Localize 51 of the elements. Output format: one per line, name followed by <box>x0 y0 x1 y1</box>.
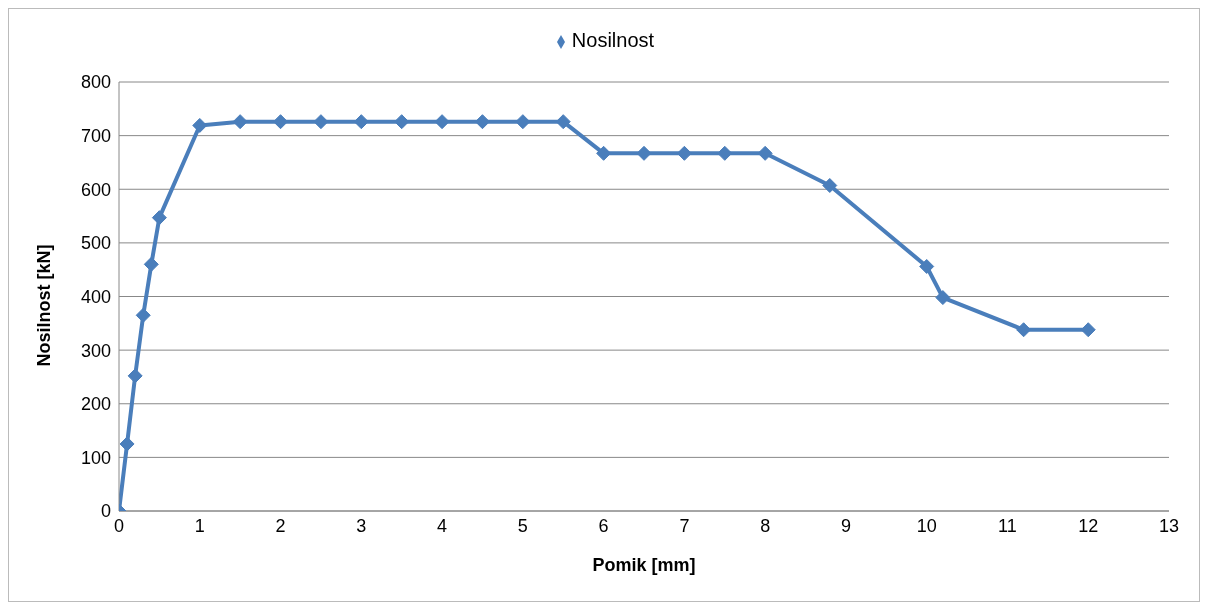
x-tick-label: 5 <box>517 515 528 536</box>
point <box>192 117 208 133</box>
x-tick-label: 3 <box>356 515 367 536</box>
point <box>515 114 531 130</box>
point <box>143 256 159 272</box>
point <box>1080 322 1096 338</box>
x-tick-label: 2 <box>275 515 286 536</box>
x-tick-label: 9 <box>840 515 851 536</box>
y-tick-label: 100 <box>80 447 111 468</box>
point <box>596 145 612 161</box>
point <box>127 368 143 384</box>
point <box>919 258 935 274</box>
x-axis-title: Pomik [mm] <box>592 555 696 575</box>
x-tick-label: 7 <box>679 515 690 536</box>
y-axis-title: Nosilnost [kN] <box>34 244 55 367</box>
point <box>676 145 692 161</box>
y-tick-label: 200 <box>80 394 111 415</box>
point <box>232 114 248 130</box>
x-tick-label: 11 <box>998 515 1017 536</box>
y-tick-label: 600 <box>80 179 111 200</box>
x-tick-label: 12 <box>1078 515 1099 536</box>
x-tick-label: 4 <box>437 515 448 536</box>
point <box>353 114 369 130</box>
point <box>313 114 329 130</box>
point <box>119 436 135 452</box>
x-tick-label: 10 <box>916 515 937 536</box>
y-tick-label: 300 <box>80 340 111 361</box>
y-tick-label: 700 <box>80 126 111 147</box>
x-tick-label: 13 <box>1158 515 1180 536</box>
point <box>273 114 289 130</box>
y-tick-label: 0 <box>100 501 111 522</box>
point <box>135 307 151 323</box>
point <box>394 114 410 130</box>
y-tick-label: 400 <box>80 286 111 307</box>
x-tick-label: 1 <box>194 515 205 536</box>
point <box>1016 322 1032 338</box>
x-tick-label: 0 <box>113 515 125 536</box>
point <box>474 114 490 130</box>
point <box>434 114 450 130</box>
y-tick-label: 500 <box>80 233 111 254</box>
point <box>151 210 167 226</box>
x-tick-label: 8 <box>760 515 771 536</box>
y-tick-label: 800 <box>80 72 111 93</box>
point <box>822 178 838 193</box>
point <box>555 114 571 130</box>
point <box>717 145 733 161</box>
point <box>636 145 652 161</box>
x-tick-label: 6 <box>598 515 609 536</box>
point <box>757 145 773 161</box>
point <box>935 290 951 306</box>
legend-label: Nosilnost <box>571 29 655 51</box>
